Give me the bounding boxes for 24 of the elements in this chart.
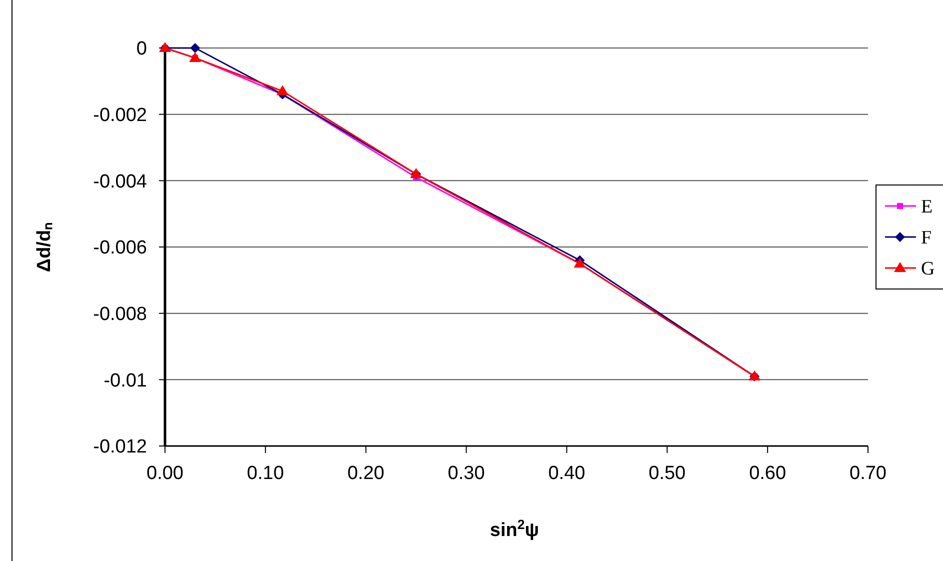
- x-tick-label: 0.20: [347, 463, 384, 484]
- y-tick-label: -0.006: [93, 238, 147, 259]
- x-axis-title: sin$^{2}$ψ: [490, 516, 540, 541]
- x-tick-label: 0.00: [146, 463, 184, 484]
- point: [189, 52, 202, 62]
- x-tick-label: 0.40: [548, 463, 586, 484]
- legend-label: G: [921, 258, 935, 280]
- legend-label: F: [921, 228, 932, 249]
- point: [276, 85, 288, 96]
- y-axis-title: Δd/dₙ: [34, 222, 55, 272]
- x-tick-label: 0.10: [246, 463, 284, 484]
- y-tick-label: -0.002: [93, 104, 147, 126]
- legend-label: E: [921, 196, 933, 218]
- x-tick-label: 0.70: [850, 463, 886, 484]
- y-tick-label: -0.008: [93, 304, 147, 325]
- point: [574, 258, 586, 268]
- x-tick-label: 0.50: [648, 463, 686, 484]
- y-tick-label: 0: [136, 38, 147, 60]
- y-tick-label: -0.01: [104, 370, 147, 392]
- y-tick-label: -0.012: [93, 436, 147, 458]
- x-tick-label: 0.30: [448, 463, 485, 484]
- x-tick-label: 0.60: [749, 463, 786, 484]
- point: [190, 43, 200, 53]
- y-tick-label: -0.004: [93, 171, 148, 192]
